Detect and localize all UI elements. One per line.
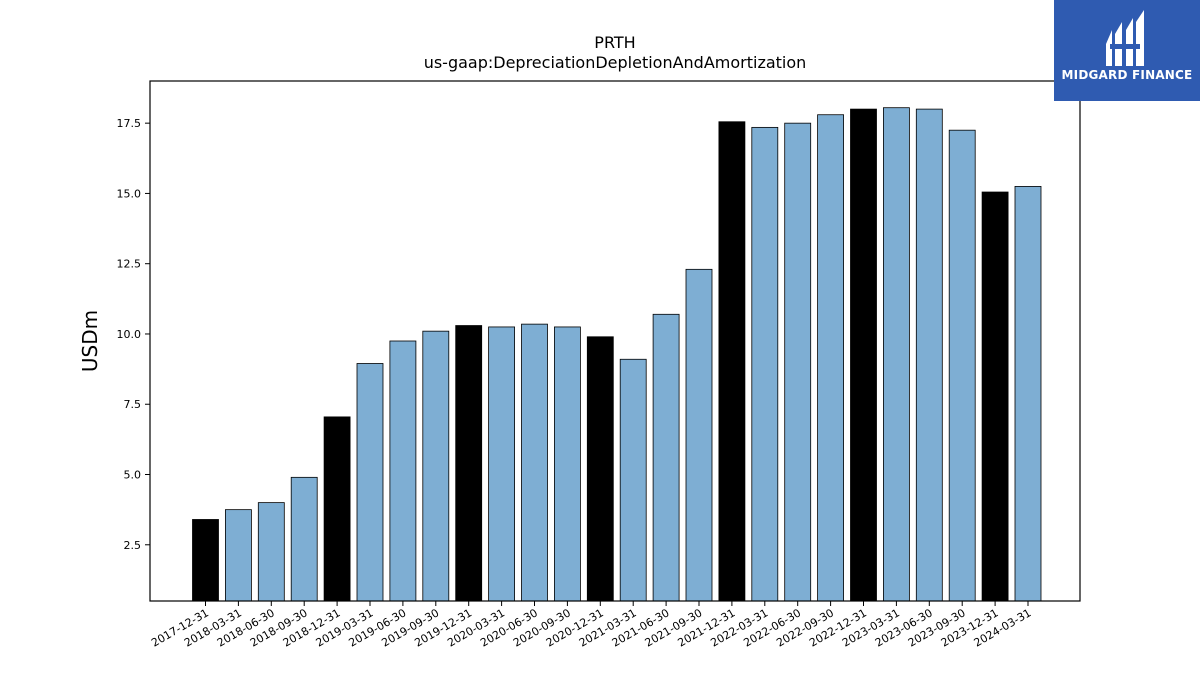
bar-2023-09-30 [948, 129, 976, 602]
plot-frame [149, 80, 1081, 602]
bar-2019-06-30 [389, 340, 417, 602]
x-axis-ticks: 2017-12-312018-03-312018-06-302018-09-30… [149, 601, 1034, 650]
bar-2022-09-30 [817, 114, 844, 602]
bar-2019-03-31 [356, 363, 384, 602]
bar-2020-09-30 [554, 326, 581, 602]
y-tick-label: 5.0 [124, 469, 142, 482]
bar-2020-03-31 [488, 326, 516, 602]
bar-2018-03-31 [224, 509, 252, 602]
bar-2022-06-30 [784, 122, 812, 602]
chart-title: PRTH [594, 33, 635, 52]
logo-text: MIDGARD FINANCE [1061, 68, 1193, 82]
bar-2018-09-30 [290, 476, 318, 602]
bar-2021-09-30 [685, 268, 713, 602]
bar-2021-03-31 [619, 358, 647, 602]
bar-2022-12-31 [850, 108, 877, 602]
y-axis-label: USDm [78, 310, 102, 372]
bar-2020-12-31 [586, 336, 614, 602]
y-tick-label: 17.5 [117, 117, 142, 130]
bars-group [192, 107, 1042, 602]
y-tick-label: 15.0 [117, 187, 142, 200]
bar-2021-12-31 [718, 121, 746, 602]
midgard-logo-icon [1106, 10, 1144, 66]
bar-2023-06-30 [915, 108, 943, 602]
y-tick-label: 7.5 [124, 398, 142, 411]
bar-2023-12-31 [981, 191, 1009, 602]
y-tick-label: 10.0 [117, 328, 142, 341]
bar-2021-06-30 [652, 313, 680, 602]
bar-2023-03-31 [883, 107, 910, 602]
bar-2018-06-30 [257, 502, 285, 602]
midgard-finance-logo: MIDGARD FINANCE [1054, 0, 1200, 101]
y-tick-label: 2.5 [124, 539, 142, 552]
chart-subtitle: us-gaap:DepreciationDepletionAndAmortiza… [424, 53, 807, 72]
y-axis-ticks: 2.5 5.0 7.5 10.0 12.5 15.0 17.5 [117, 117, 150, 552]
bar-2019-09-30 [422, 330, 450, 602]
bar-2018-12-31 [323, 416, 351, 602]
bar-2017-12-31 [192, 519, 219, 602]
bar-2022-03-31 [751, 126, 779, 602]
bar-2019-12-31 [455, 325, 483, 602]
bar-2024-03-31 [1014, 186, 1042, 602]
y-tick-label: 12.5 [117, 258, 142, 271]
bar-2020-06-30 [521, 323, 548, 602]
